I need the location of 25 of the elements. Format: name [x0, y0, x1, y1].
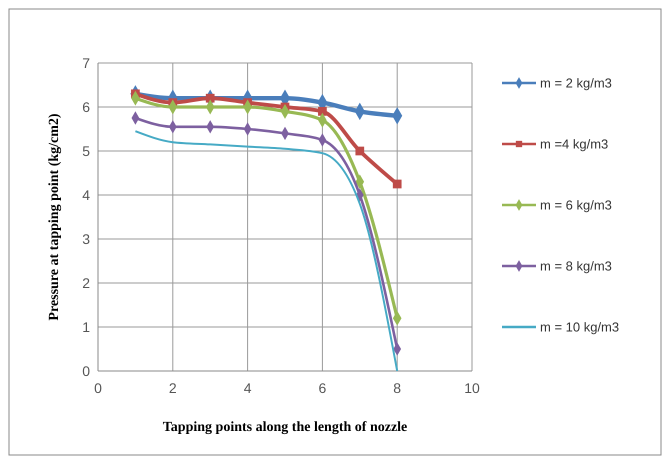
x-tick-label: 0	[94, 380, 102, 396]
line-series	[134, 130, 398, 372]
point	[355, 146, 364, 156]
y-tick-label: 4	[82, 186, 90, 203]
point	[392, 180, 402, 188]
x-tick-label: 6	[318, 380, 326, 396]
y-tick-label: 3	[82, 230, 90, 247]
x-tick-label: 2	[168, 380, 177, 396]
y-tick-label: 5	[82, 142, 90, 159]
y-tick-label: 1	[82, 318, 90, 335]
legend-label: m = 6 kg/m3	[540, 198, 612, 213]
legend-label: m = 10 kg/m3	[540, 320, 620, 335]
y-tick-label: 6	[82, 98, 90, 115]
x-axis-title: Tapping points along the length of nozzle	[162, 420, 408, 435]
y-tick-label: 7	[82, 54, 90, 71]
y-axis-title: Pressure at tapping point (kg/cm2)	[47, 113, 62, 321]
y-tick-label: 0	[82, 362, 90, 379]
x-tick-label: 4	[244, 380, 252, 396]
x-tick-label: 8	[393, 380, 402, 396]
legend-label: m = 2 kg/m3	[540, 76, 612, 91]
y-tick-label: 2	[82, 274, 90, 291]
x-tick-label: 10	[464, 380, 480, 396]
legend-label: m =4 kg/m3	[540, 136, 608, 152]
point	[318, 107, 327, 116]
legend-label: m = 8 kg/m3	[540, 258, 612, 274]
